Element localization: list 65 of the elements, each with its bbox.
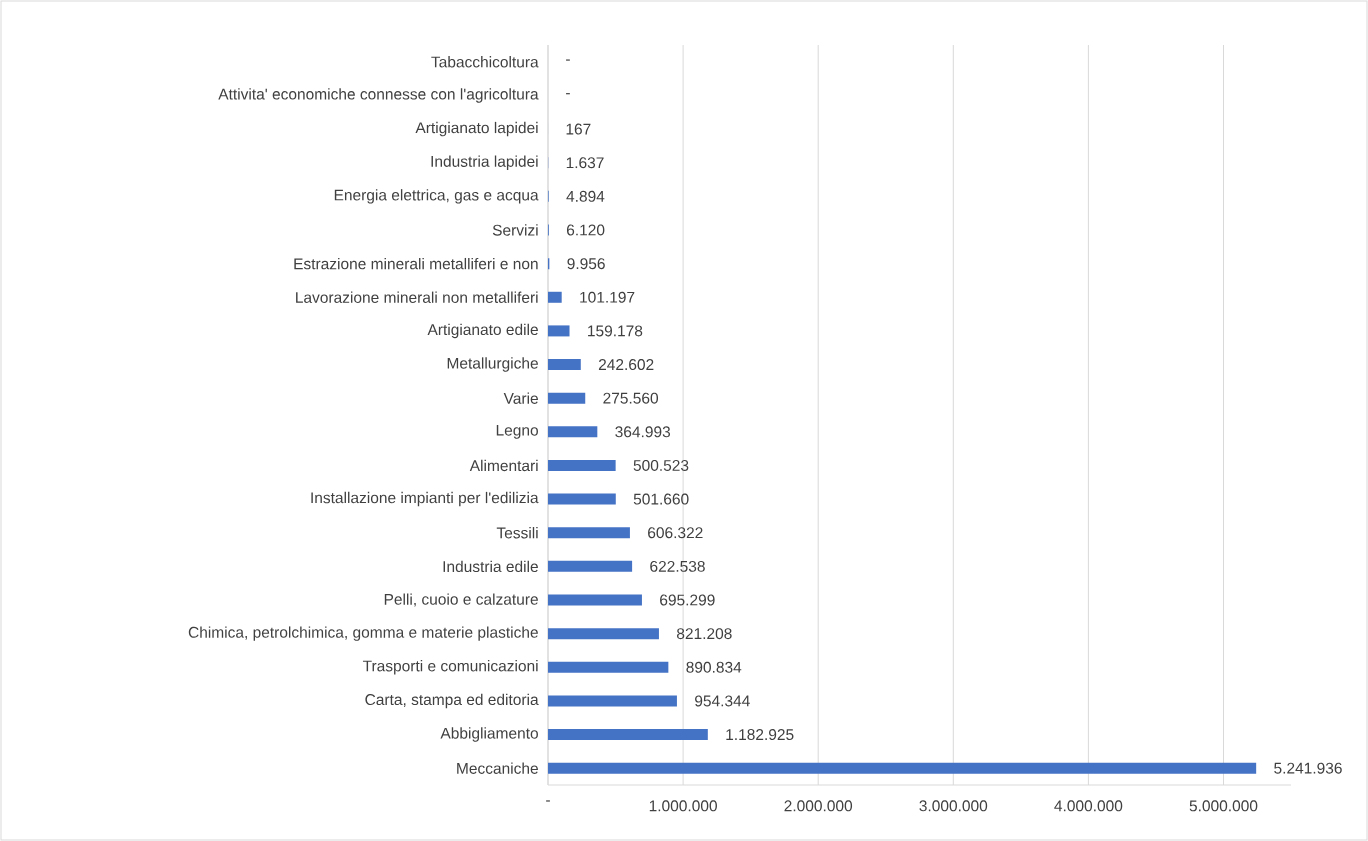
data-label: 606.322	[648, 527, 703, 539]
data-label: 9.956	[567, 258, 605, 270]
y-tick-label: Varie	[503, 392, 538, 404]
bar	[548, 359, 581, 371]
y-tick-label: Installazione impianti per l'edilizia	[311, 491, 539, 507]
y-tick-label: Metallurgiche	[447, 357, 538, 372]
data-label: 695.299	[660, 594, 715, 606]
bar	[548, 493, 616, 505]
y-tick-label: Lavorazione minerali non metalliferi	[296, 291, 538, 303]
bar	[548, 594, 642, 606]
data-label: 5.241.936	[1274, 762, 1342, 774]
bar	[548, 325, 570, 337]
y-tick-label: Attivita' economiche connesse con l'agricoltura	[218, 88, 539, 103]
y-tick-label: Tessili	[496, 527, 538, 539]
data-label: 364.993	[615, 426, 671, 438]
y-tick-label: Chimica, petrolchimica, gomma e materie plastiche	[188, 626, 538, 641]
data-label: 954.344	[695, 695, 750, 707]
x-tick-label: 2.000.000	[784, 800, 853, 812]
data-label: 890.834	[686, 661, 742, 673]
data-label: 501.660	[633, 493, 689, 505]
x-tick-label: -	[546, 800, 550, 802]
y-tick-label: Industria lapidei	[431, 155, 538, 170]
bar	[548, 560, 633, 572]
y-tick-label: Carta, stampa ed editoria	[365, 693, 539, 709]
data-label: 500.523	[633, 459, 689, 471]
y-tick-label: Tabacchicoltura	[431, 56, 539, 68]
y-tick-label: Industria edile	[443, 560, 538, 573]
bar	[548, 695, 677, 707]
y-tick-label: Meccaniche	[457, 762, 538, 774]
x-tick-label: 1.000.000	[649, 800, 717, 812]
bar	[548, 527, 630, 539]
x-tick-label: 3.000.000	[919, 800, 988, 812]
data-label: 275.560	[603, 392, 659, 404]
y-tick-label: Artigianato edile	[427, 323, 538, 339]
data-label: 1.182.925	[726, 729, 794, 741]
bar	[548, 661, 669, 673]
data-label: 6.120	[566, 224, 605, 236]
bar	[548, 762, 1257, 774]
y-tick-label: Energia elettrica, gas e acqua	[334, 189, 539, 204]
data-label: 4.894	[566, 190, 605, 202]
data-label: -	[566, 59, 570, 61]
x-tick-label: 4.000.000	[1054, 800, 1123, 812]
bar	[548, 459, 616, 471]
data-label: 101.197	[580, 291, 635, 303]
y-tick-label: Abbigliamento	[440, 727, 538, 742]
data-label: 167	[566, 123, 591, 135]
bar	[548, 392, 586, 404]
data-label: -	[566, 93, 570, 95]
data-label: 242.602	[598, 359, 654, 371]
data-label: 622.538	[650, 560, 705, 572]
y-tick-label: Legno	[496, 424, 538, 439]
y-tick-label: Alimentari	[469, 459, 538, 472]
data-label: 1.637	[566, 157, 604, 169]
bar	[548, 291, 562, 303]
bar	[548, 426, 598, 438]
data-label: 821.208	[676, 628, 732, 640]
bar	[548, 729, 708, 741]
y-tick-label: Pelli, cuoio e calzature	[384, 593, 538, 607]
y-tick-label: Estrazione minerali metalliferi e non	[294, 257, 538, 270]
bar	[548, 628, 659, 640]
data-label: 159.178	[588, 325, 643, 337]
y-tick-label: Servizi	[492, 224, 538, 236]
y-tick-label: Artigianato lapidei	[415, 121, 538, 137]
y-tick-label: Trasporti e comunicazioni	[362, 660, 538, 675]
x-tick-label: 5.000.000	[1189, 800, 1258, 812]
